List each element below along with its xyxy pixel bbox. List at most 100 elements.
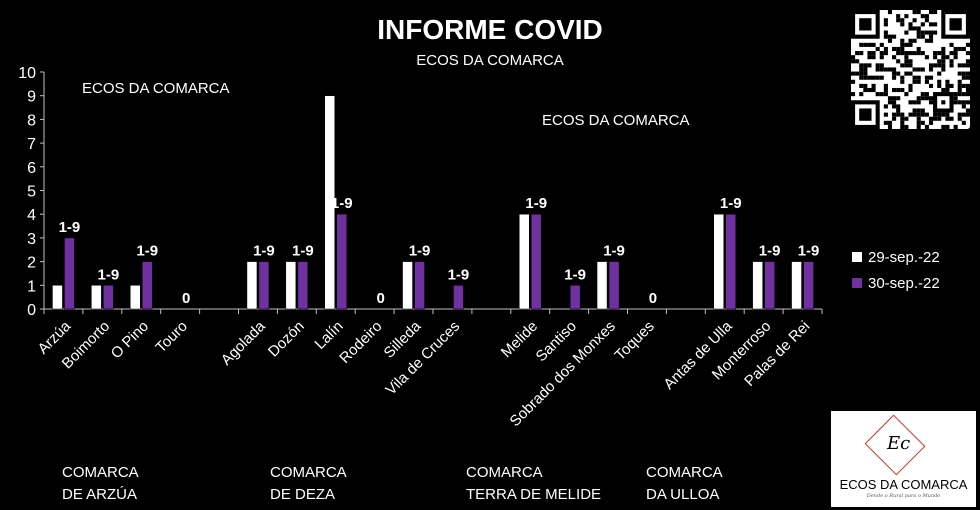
bar-29-sep <box>519 213 530 310</box>
qr-module <box>916 124 921 129</box>
qr-module <box>855 71 860 76</box>
qr-module <box>863 71 868 76</box>
qr-module <box>957 87 962 93</box>
qr-module <box>896 18 901 23</box>
bar-30-sep <box>64 237 75 310</box>
qr-module <box>957 83 962 88</box>
qr-module <box>928 67 934 72</box>
qr-module <box>965 83 970 88</box>
qr-module <box>892 104 897 109</box>
qr-module <box>879 63 884 68</box>
bar-30-sep <box>764 261 775 310</box>
qr-module <box>904 51 909 56</box>
qr-module <box>945 87 950 93</box>
qr-module <box>949 18 962 31</box>
qr-module <box>924 30 929 35</box>
qr-module <box>933 116 938 121</box>
qr-module <box>879 67 884 72</box>
qr-module <box>867 51 872 56</box>
qr-module <box>924 79 929 84</box>
qr-code-icon <box>851 10 970 129</box>
qr-module <box>928 83 934 88</box>
qr-module <box>900 51 905 56</box>
y-tick-label: 6 <box>27 160 36 177</box>
qr-module <box>916 112 921 117</box>
y-tick-label: 7 <box>27 136 36 153</box>
qr-module <box>916 120 921 125</box>
bar-29-sep <box>791 261 802 310</box>
category-label: Rodeiro <box>336 318 385 367</box>
bar-29-sep <box>91 285 102 310</box>
y-tick-label: 8 <box>27 112 36 129</box>
qr-module <box>941 124 946 129</box>
qr-module <box>961 120 966 125</box>
y-tick-label: 9 <box>27 89 36 106</box>
qr-module <box>953 124 958 129</box>
qr-module <box>863 75 868 80</box>
logo-text: ECOS DA COMARCA <box>839 477 968 492</box>
qr-module <box>859 75 864 80</box>
qr-module <box>916 116 921 121</box>
qr-module <box>961 71 966 76</box>
qr-module <box>941 55 946 60</box>
qr-module <box>916 46 921 52</box>
qr-module <box>928 63 934 68</box>
bar-29-sep <box>713 213 724 310</box>
y-tick-label: 2 <box>27 255 36 272</box>
data-label: 1-9 <box>525 195 547 212</box>
qr-module <box>965 92 970 97</box>
qr-module <box>908 87 913 93</box>
qr-module <box>957 63 962 68</box>
category-label: Touro <box>152 318 191 357</box>
bar-30-sep <box>414 261 425 310</box>
qr-module <box>887 34 893 39</box>
qr-module <box>883 83 888 88</box>
qr-module <box>887 120 893 125</box>
data-label: 0 <box>376 290 384 307</box>
qr-module <box>920 34 925 39</box>
qr-module <box>912 75 917 80</box>
qr-module <box>900 124 905 129</box>
watermark-text: ECOS DA COMARCA <box>542 112 690 129</box>
qr-module <box>908 63 913 68</box>
qr-module <box>941 67 946 72</box>
qr-module <box>945 116 950 121</box>
logo-tagline: Dende o Rural para o Mundo <box>866 493 941 499</box>
qr-module <box>851 55 856 60</box>
qr-module <box>875 75 880 80</box>
qr-module <box>965 59 970 64</box>
category-label: Toques <box>612 318 658 364</box>
logo: Ec ECOS DA COMARCA Dende o Rural para o … <box>831 411 976 507</box>
group-label: COMARCA TERRA DE MELIDE <box>466 464 602 503</box>
bar-30-sep <box>142 261 153 310</box>
qr-module <box>871 83 876 88</box>
qr-module <box>851 79 856 84</box>
qr-module <box>924 18 929 23</box>
qr-module <box>896 59 901 64</box>
qr-module <box>883 22 888 27</box>
qr-module <box>855 59 860 64</box>
qr-module <box>961 83 966 88</box>
qr-module <box>896 96 901 101</box>
qr-module <box>887 67 893 72</box>
qr-module <box>928 34 934 39</box>
qr-module <box>896 71 901 76</box>
qr-module <box>937 51 942 56</box>
qr-module <box>924 92 929 97</box>
qr-module <box>916 79 921 84</box>
qr-module <box>924 14 929 19</box>
qr-module <box>900 46 905 52</box>
qr-module <box>859 92 864 97</box>
qr-module <box>879 92 884 97</box>
bar-30-sep <box>336 213 347 310</box>
qr-module <box>896 46 901 52</box>
qr-module <box>892 116 897 121</box>
data-label: 1-9 <box>331 195 353 212</box>
qr-module <box>867 63 872 68</box>
qr-module <box>961 46 966 52</box>
qr-module <box>933 10 938 15</box>
bar-30-sep <box>608 261 620 310</box>
qr-module <box>928 120 934 125</box>
bar-30-sep <box>803 261 814 310</box>
bar-30-sep <box>297 261 309 310</box>
